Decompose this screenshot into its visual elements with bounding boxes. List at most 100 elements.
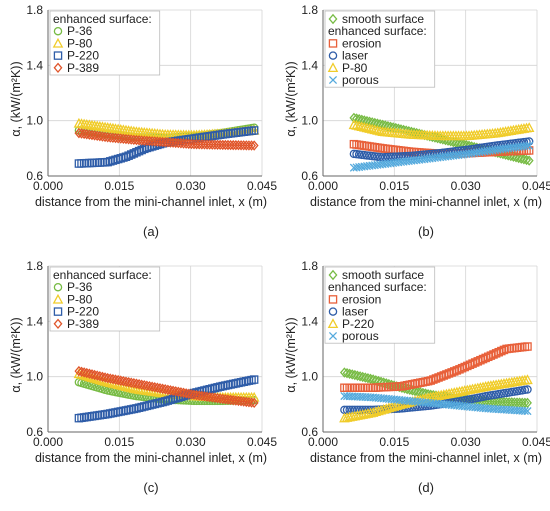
data-point <box>92 158 102 167</box>
data-point <box>197 390 207 402</box>
data-point <box>357 114 367 126</box>
panel-label: (a) <box>143 224 159 239</box>
y-tick-label: 1.0 <box>26 114 43 128</box>
x-axis-label: distance from the mini-channel inlet, x … <box>310 195 542 209</box>
data-point <box>202 391 212 402</box>
data-point <box>379 377 389 388</box>
data-point <box>249 126 259 135</box>
data-point <box>365 116 375 127</box>
x-tick-label: 0.000 <box>308 435 338 449</box>
x-tick-label: 0.045 <box>247 435 277 449</box>
data-point <box>241 396 251 408</box>
data-point <box>345 383 354 392</box>
y-tick-label: 0.6 <box>26 425 43 439</box>
data-point <box>440 134 450 146</box>
data-point <box>451 137 461 148</box>
x-tick-label: 0.000 <box>33 179 63 193</box>
legend-entry-label: smooth surface <box>342 268 424 282</box>
data-point <box>179 387 188 399</box>
data-point <box>213 393 222 404</box>
legend-marker <box>328 39 338 48</box>
data-point <box>77 159 86 168</box>
data-point <box>523 397 532 409</box>
data-point <box>150 382 160 393</box>
legend-entry-label: P-80 <box>67 292 93 306</box>
data-point <box>244 397 254 408</box>
data-point <box>139 379 149 391</box>
data-point <box>87 158 97 168</box>
data-point <box>394 381 404 393</box>
x-axis-label: distance from the mini-channel inlet, x … <box>310 451 542 465</box>
data-point <box>74 365 84 377</box>
data-point <box>380 120 390 131</box>
data-point <box>522 141 531 151</box>
data-point <box>373 375 383 387</box>
data-point <box>111 374 120 385</box>
series-porous <box>340 391 532 416</box>
legend-marker <box>328 307 338 316</box>
data-point <box>108 132 118 143</box>
data-point <box>358 383 367 392</box>
data-point <box>231 395 241 406</box>
legend-box <box>49 10 161 76</box>
legend-marker <box>327 62 339 73</box>
data-point <box>372 118 382 129</box>
legend-entry-label: erosion <box>342 36 381 50</box>
chart-panel-a: 0.000 0.015 0.030 0.045 0.6 1.0 1.4 1.8 distance… <box>9 3 277 239</box>
data-point <box>163 384 173 395</box>
legend-entry-label: P-220 <box>67 49 99 63</box>
data-point <box>418 387 428 399</box>
legend-box <box>49 266 161 332</box>
data-point <box>82 129 92 140</box>
data-point <box>77 366 86 377</box>
y-tick-label: 1.4 <box>26 58 43 72</box>
y-tick-label: 0.6 <box>26 169 43 183</box>
data-point <box>90 369 100 381</box>
legend-marker <box>53 282 63 292</box>
data-point <box>381 378 391 389</box>
y-tick-label: 1.0 <box>301 114 318 128</box>
x-tick-label: 0.030 <box>451 179 481 193</box>
data-point <box>116 133 126 144</box>
data-point <box>239 396 249 407</box>
legend-entry-label: erosion <box>342 292 381 306</box>
data-point <box>358 371 368 383</box>
data-point <box>247 397 256 408</box>
data-point <box>121 376 131 387</box>
data-point <box>79 128 89 140</box>
data-point <box>366 383 375 392</box>
data-point <box>234 395 243 407</box>
data-point <box>84 129 94 140</box>
data-point <box>184 388 194 400</box>
legend-marker <box>328 51 338 60</box>
data-point <box>363 373 373 384</box>
data-point <box>116 375 126 386</box>
legend-marker <box>53 26 63 36</box>
data-point <box>223 394 233 405</box>
data-point <box>205 391 215 403</box>
data-point <box>218 393 228 405</box>
data-point <box>92 130 102 141</box>
x-tick-label: 0.000 <box>33 435 63 449</box>
data-point <box>410 385 420 397</box>
data-point <box>79 367 89 378</box>
data-point <box>131 378 141 389</box>
y-tick-label: 1.4 <box>301 58 318 72</box>
data-point <box>207 392 217 403</box>
data-point <box>524 155 534 166</box>
data-point <box>503 150 513 161</box>
data-point <box>95 371 105 382</box>
series-erosion <box>340 342 532 392</box>
x-tick-label: 0.030 <box>176 435 206 449</box>
legend-marker <box>328 13 338 25</box>
data-point <box>386 121 395 132</box>
data-point <box>523 342 532 351</box>
y-axis-label: α, (kW/(m²K)) <box>284 317 298 392</box>
data-point <box>137 379 147 390</box>
data-point <box>360 372 370 383</box>
data-point <box>124 134 134 145</box>
data-point <box>129 377 139 389</box>
data-point <box>350 383 360 392</box>
